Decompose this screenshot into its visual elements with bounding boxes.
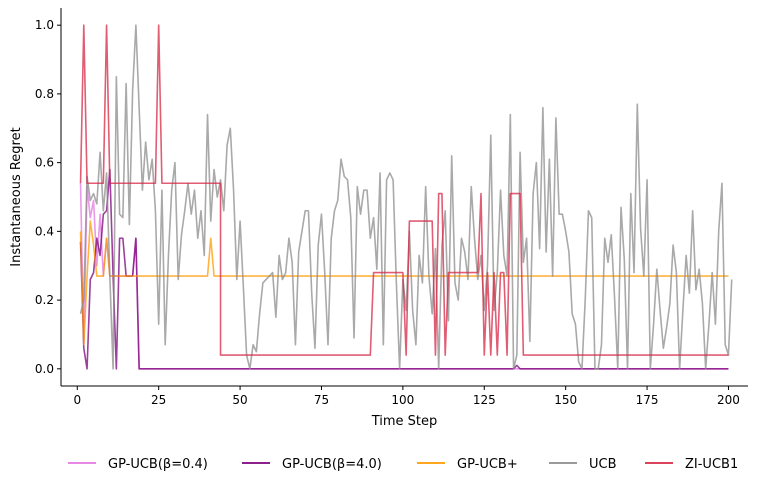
legend-label-0: GP-UCB(β=0.4) bbox=[108, 457, 208, 472]
x-axis-label: Time Step bbox=[371, 414, 438, 429]
y-tick-label: 1.0 bbox=[35, 18, 54, 32]
series-line-3 bbox=[79, 24, 733, 370]
x-tick-label: 75 bbox=[314, 393, 329, 407]
legend-label-2: GP-UCB+ bbox=[457, 457, 518, 472]
x-tick-label: 125 bbox=[473, 393, 496, 407]
series-layer bbox=[79, 24, 733, 370]
axes bbox=[60, 8, 748, 387]
series-line-2 bbox=[79, 220, 729, 346]
y-tick-label: 0.6 bbox=[35, 156, 54, 170]
legend: GP-UCB(β=0.4) GP-UCB(β=4.0) GP-UCB+ UCB ZI-U… bbox=[68, 457, 738, 472]
x-tick-label: 150 bbox=[554, 393, 577, 407]
x-tick-label: 25 bbox=[151, 393, 166, 407]
legend-label-4: ZI-UCB1 bbox=[685, 457, 738, 472]
y-tick-label: 0.2 bbox=[35, 293, 54, 307]
y-tick-label: 0.8 bbox=[35, 87, 54, 101]
series-line-4 bbox=[79, 24, 729, 356]
x-tick-label: 50 bbox=[232, 393, 247, 407]
y-axis-label: Instantaneous Regret bbox=[9, 127, 24, 266]
x-tick-label: 200 bbox=[717, 393, 740, 407]
legend-label-1: GP-UCB(β=4.0) bbox=[282, 457, 382, 472]
y-tick-label: 0.4 bbox=[35, 224, 54, 238]
legend-label-3: UCB bbox=[589, 457, 617, 472]
x-tick-label: 175 bbox=[636, 393, 659, 407]
x-tick-label: 0 bbox=[73, 393, 81, 407]
x-tick-label: 100 bbox=[391, 393, 414, 407]
series-line-1 bbox=[79, 168, 729, 370]
y-tick-label: 0.0 bbox=[35, 362, 54, 376]
ticks: 0 25 50 75 100 125 150 175 200 0.0 0.2 0.4 0.6 0.8 1.0 bbox=[35, 18, 740, 407]
